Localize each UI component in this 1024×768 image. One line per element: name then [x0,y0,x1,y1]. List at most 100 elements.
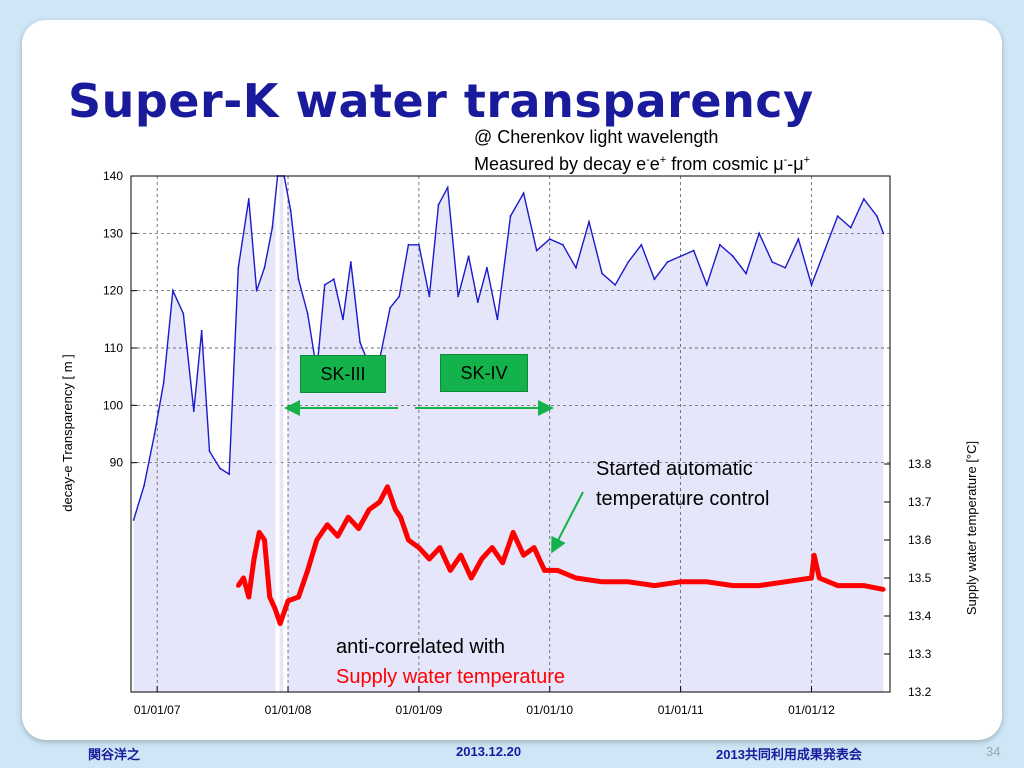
transparency-point [666,261,669,263]
transparency-point [171,289,174,292]
temperature-point [531,545,537,550]
y-tick-label: 130 [103,226,123,240]
transparency-point [496,318,499,321]
temperature-point [272,606,278,611]
transparency-point [467,255,470,258]
transparency-point [359,341,361,344]
transparency-point [132,519,135,521]
x-tick-label: 01/01/12 [788,703,835,717]
transparency-point [297,278,300,281]
transparency-point [601,272,604,275]
y2-tick-label: 13.7 [908,495,932,509]
y2-tick-label: 13.3 [908,647,932,661]
temperature-point [398,515,403,520]
temperature-point [458,553,463,558]
transparency-point [823,249,826,252]
transparency-point [876,215,878,218]
x-tick-label: 01/01/07 [134,703,181,717]
footer-date: 2013.12.20 [456,744,522,759]
temperature-point [811,553,817,558]
transparency-point [446,186,449,189]
transparency-point [862,198,865,200]
transparency-point [836,215,839,218]
y2-axis-label: Supply water temperature [°C] [964,441,979,615]
transparency-point [228,473,231,476]
transparency-point [732,255,734,258]
temperature-point [599,579,605,584]
temperature-point [427,556,432,562]
temperature-point [314,537,320,543]
slide-title: Super-K water transparency [68,74,814,128]
transparency-point [428,295,431,298]
y-axis-label: decay-e Transparency [ m ] [60,354,75,512]
footer-author: 関谷洋之 [88,747,141,762]
temperature-point [730,583,736,588]
sk4-period-label: SK-IV [440,354,528,392]
temperature-point [479,556,484,562]
transparency-point [640,243,643,246]
transparency-point [679,255,682,258]
temperature-point [346,515,351,520]
transparency-point [192,410,195,412]
transparency-point [263,266,266,269]
temperature-point [296,594,301,600]
transparency-point [332,278,335,281]
temperature-point [257,530,262,535]
temperature-point [809,575,814,581]
transparency-point [810,284,813,286]
temperature-point [881,587,886,592]
temperature-point [510,530,516,535]
temperature-point [267,594,272,600]
anti-correlation-annotation-line2: Supply water temperature [336,666,566,688]
temperature-point [377,499,382,505]
sk3-period-label: SK-III [300,355,386,393]
x-tick-label: 01/01/11 [658,703,704,717]
transparency-point [882,232,885,235]
temperature-point [573,575,579,581]
transparency-point [718,243,721,246]
x-tick-label: 01/01/08 [265,703,312,717]
temperature-point [756,583,762,588]
temperature-series-line [236,484,884,627]
transparency-point [237,266,240,269]
transparency-point [200,329,203,332]
period-arrows [284,400,584,554]
transparency-point [522,192,525,195]
footer-event: 2013共同利用成果発表会 [716,747,862,762]
y-tick-label: 110 [104,341,123,355]
transparency-point [437,203,440,206]
transparency-point [323,284,326,286]
y-tick-label: 140 [103,169,123,183]
temperature-point [542,568,547,573]
transparency-point [417,243,420,246]
page-number: 34 [986,744,1001,759]
transparency-point [457,295,460,298]
auto-control-annotation-line2: temperature control [596,488,770,510]
transparency-point [614,284,617,286]
temperature-point [652,583,657,588]
temperature-point [262,537,267,543]
y2-tick-label: 13.8 [908,457,932,471]
data-gap-band [283,176,288,692]
transparency-point [162,381,165,384]
temperature-point [236,583,241,588]
data-gap-band [275,176,280,692]
transparency-point [182,312,185,315]
measurement-note: Measured by decay e-e+ from cosmic μ--μ+ [474,154,811,175]
transparency-point [575,266,577,269]
temperature-point [448,568,453,573]
temperature-point [385,484,390,489]
temperature-point [366,507,372,512]
plot-frame [130,175,891,693]
transparency-area [133,176,884,692]
temperature-point [246,594,251,600]
y-tick-label: 120 [103,284,123,298]
transparency-point [389,306,392,309]
temperature-point [835,583,840,588]
temperature-point [241,575,246,581]
temperature-point [783,579,788,584]
transparency-point [255,289,258,292]
auto-control-annotation-line1: Started automatic [596,458,753,480]
y-tick-label: 100 [103,398,123,412]
